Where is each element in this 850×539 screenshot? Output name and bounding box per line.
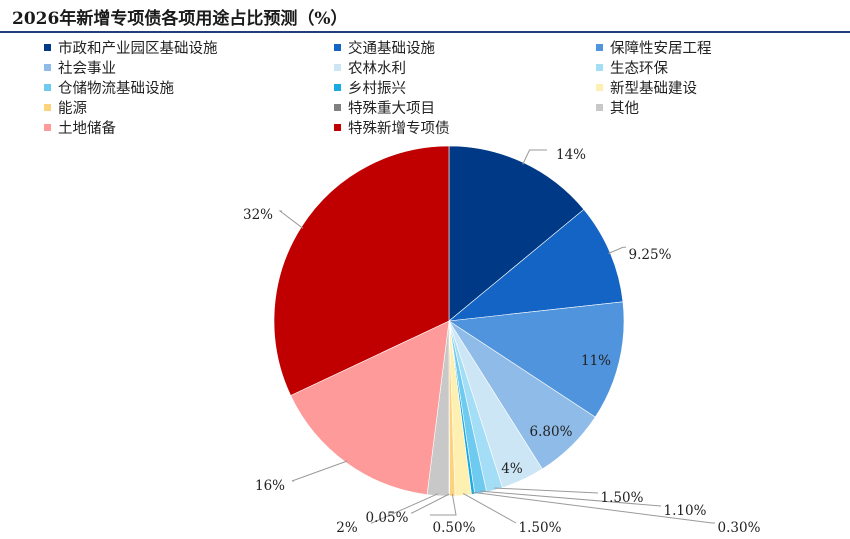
legend-label: 特殊新增专项债 (348, 121, 450, 137)
legend-swatch (596, 64, 603, 71)
legend-label: 特殊重大项目 (348, 101, 435, 117)
legend-swatch (44, 104, 51, 111)
leader-line (522, 149, 547, 165)
leader-line (291, 460, 348, 482)
legend-swatch (44, 44, 51, 51)
legend-swatch (44, 124, 51, 131)
legend-swatch (334, 104, 341, 111)
leader-line (430, 493, 457, 516)
title-divider (0, 31, 850, 33)
legend-item: 市政和产业园区基础设施 (44, 38, 218, 57)
data-label: 11% (581, 353, 611, 369)
legend-swatch (334, 44, 341, 51)
chart-title: 2026年新增专项债各项用途占比预测（%） (12, 9, 348, 29)
legend-label: 农林水利 (348, 61, 406, 77)
legend-swatch (596, 44, 603, 51)
legend-swatch (596, 104, 603, 111)
legend-label: 新型基础建设 (610, 81, 697, 97)
legend-label: 土地储备 (58, 121, 116, 137)
data-label: 0.50% (433, 520, 476, 536)
legend-label: 市政和产业园区基础设施 (58, 41, 218, 57)
data-label: 4% (501, 461, 523, 477)
legend-item: 保障性安居工程 (596, 38, 712, 57)
data-label: 9.25% (629, 247, 672, 263)
legend-label: 其他 (610, 101, 639, 117)
legend-swatch (596, 84, 603, 91)
legend-swatch (334, 64, 341, 71)
data-label: 1.50% (519, 520, 562, 536)
leader-line (480, 490, 662, 507)
data-label: 1.10% (664, 503, 707, 519)
legend-item: 能源 (44, 98, 87, 117)
leader-line (608, 246, 626, 254)
leader-line (371, 493, 439, 524)
leader-line (494, 487, 599, 494)
data-label: 16% (255, 478, 285, 494)
legend-label: 保障性安居工程 (610, 41, 712, 57)
legend-item: 交通基础设施 (334, 38, 435, 57)
legend-item: 特殊重大项目 (334, 98, 435, 117)
legend-label: 能源 (58, 101, 87, 117)
legend-label: 生态环保 (610, 61, 668, 77)
legend-item: 生态环保 (596, 58, 668, 77)
data-label: 6.80% (530, 424, 573, 440)
legend-label: 社会事业 (58, 61, 116, 77)
legend-item: 乡村振兴 (334, 78, 406, 97)
legend-item: 仓储物流基础设施 (44, 78, 174, 97)
legend-swatch (334, 84, 341, 91)
legend-item: 土地储备 (44, 118, 116, 137)
leader-line (411, 493, 450, 514)
legend-item: 新型基础建设 (596, 78, 697, 97)
legend-label: 交通基础设施 (348, 41, 435, 57)
legend-label: 仓储物流基础设施 (58, 81, 174, 97)
legend-item: 农林水利 (334, 58, 406, 77)
legend-item: 特殊新增专项债 (334, 118, 450, 137)
legend-swatch (44, 84, 51, 91)
data-label: 32% (243, 207, 273, 223)
leader-line (472, 491, 715, 524)
leader-line (462, 492, 517, 524)
legend-item: 社会事业 (44, 58, 116, 77)
legend-swatch (334, 124, 341, 131)
legend-swatch (44, 64, 51, 71)
data-label: 1.50% (601, 490, 644, 506)
data-label: 2% (336, 520, 358, 536)
pie-slice (290, 320, 450, 495)
leader-line (278, 210, 304, 229)
pie-slice (448, 301, 625, 418)
legend-item: 其他 (596, 98, 639, 117)
data-label: 0.30% (718, 520, 761, 536)
data-label: 0.05% (366, 510, 409, 526)
legend-label: 乡村振兴 (348, 81, 406, 97)
data-label: 14% (556, 147, 586, 163)
